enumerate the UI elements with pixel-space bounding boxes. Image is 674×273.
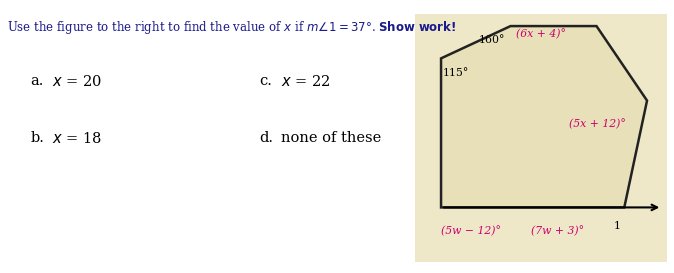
Text: (6x + 4)°: (6x + 4)°	[516, 28, 565, 39]
Text: 115°: 115°	[442, 68, 468, 78]
Text: (5w − 12)°: (5w − 12)°	[441, 226, 501, 236]
Text: b.: b.	[30, 131, 44, 145]
Text: none of these: none of these	[281, 131, 381, 145]
Text: 160°: 160°	[479, 35, 506, 45]
Text: c.: c.	[259, 74, 272, 88]
Text: (5x + 12)°: (5x + 12)°	[569, 119, 625, 129]
Text: Use the figure to the right to find the value of $\it{x}$ if $m\angle 1 = 37°$. : Use the figure to the right to find the …	[7, 19, 456, 36]
Text: $x$ = 18: $x$ = 18	[52, 131, 102, 146]
Text: 1: 1	[614, 221, 621, 231]
Text: (7w + 3)°: (7w + 3)°	[531, 226, 584, 236]
Bar	[415, 14, 667, 262]
Polygon shape	[441, 26, 647, 207]
Text: d.: d.	[259, 131, 274, 145]
Text: a.: a.	[30, 74, 44, 88]
Text: $x$ = 22: $x$ = 22	[281, 74, 331, 89]
Text: $x$ = 20: $x$ = 20	[52, 74, 102, 89]
